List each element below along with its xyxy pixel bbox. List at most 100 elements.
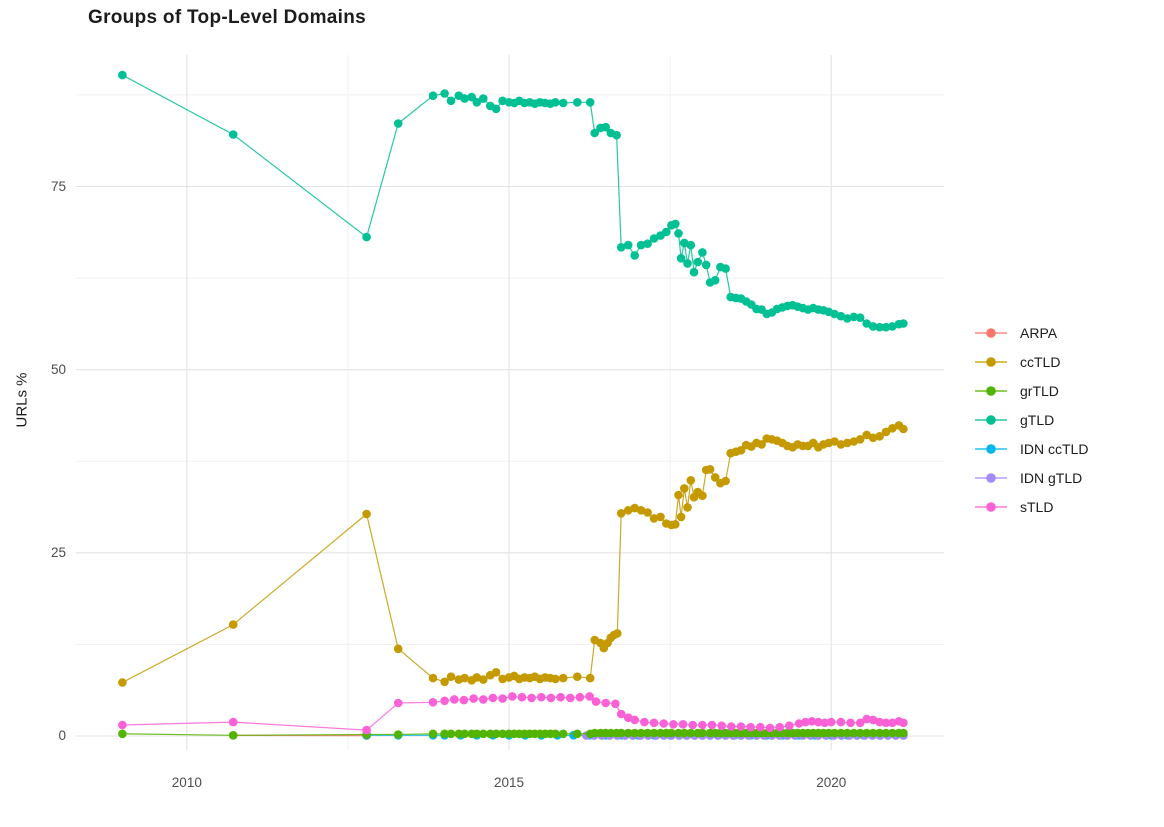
data-point	[785, 721, 794, 730]
data-point	[362, 725, 371, 735]
legend-key-icon	[975, 472, 1007, 483]
legend-label: IDN ccTLD	[1020, 440, 1089, 457]
data-point	[601, 122, 610, 132]
data-point	[881, 728, 891, 738]
data-point	[721, 476, 730, 486]
data-point	[868, 715, 878, 725]
data-point	[558, 673, 568, 683]
data-point	[683, 259, 692, 268]
data-point	[849, 728, 859, 738]
data-point	[479, 695, 488, 704]
data-point	[636, 240, 646, 250]
data-point	[674, 229, 683, 238]
data-point	[590, 128, 599, 138]
data-point	[362, 232, 371, 242]
data-point	[765, 723, 775, 733]
data-point	[228, 130, 238, 139]
data-point	[517, 692, 527, 702]
data-point	[228, 731, 238, 740]
data-point	[794, 719, 804, 728]
legend-label: grTLD	[1020, 382, 1059, 399]
data-point	[643, 508, 652, 517]
data-point	[393, 119, 403, 128]
data-point	[498, 694, 507, 703]
legend-label: IDN gTLD	[1020, 469, 1083, 486]
legend-item-stld: sTLD	[973, 492, 1088, 521]
data-point	[868, 433, 878, 443]
data-point	[881, 718, 891, 728]
legend-item-grtld: grTLD	[973, 376, 1088, 405]
data-point	[814, 717, 823, 727]
legend-key-dot	[986, 414, 996, 425]
data-point	[556, 692, 565, 702]
data-point	[881, 322, 891, 332]
data-point	[585, 673, 595, 683]
data-point	[707, 720, 717, 730]
data-point	[680, 728, 689, 738]
data-point	[537, 692, 546, 702]
data-point	[649, 234, 659, 243]
data-point	[616, 243, 626, 252]
data-point	[460, 673, 469, 683]
data-point	[757, 440, 766, 449]
y-tick-label-0: 0	[58, 728, 66, 743]
data-point	[460, 94, 469, 103]
plot-panel	[76, 55, 944, 755]
data-point	[671, 219, 680, 229]
data-point	[843, 438, 852, 448]
data-point	[612, 130, 621, 140]
data-point	[558, 98, 568, 108]
data-point	[899, 424, 908, 434]
data-point	[736, 446, 746, 455]
data-point	[566, 693, 575, 703]
data-point	[705, 465, 715, 474]
data-point	[775, 722, 784, 732]
data-point	[440, 677, 449, 687]
data-point	[693, 257, 703, 267]
data-point	[855, 718, 865, 728]
data-point	[362, 509, 371, 519]
data-point	[630, 728, 639, 738]
data-point	[862, 714, 871, 724]
legend-key-dot	[986, 443, 996, 454]
legend-key-icon	[975, 501, 1007, 512]
data-point	[855, 435, 865, 444]
data-point	[698, 720, 707, 730]
data-point	[498, 729, 507, 739]
data-point	[846, 718, 855, 728]
data-point	[659, 719, 668, 728]
data-point	[843, 314, 852, 323]
series-grtld	[118, 728, 908, 740]
data-point	[479, 94, 488, 103]
data-point	[868, 728, 878, 738]
legend-item-gtld: gTLD	[973, 405, 1088, 434]
data-point	[616, 509, 626, 518]
data-point	[855, 728, 865, 738]
series-stld	[118, 692, 908, 735]
data-point	[671, 520, 680, 529]
data-point	[899, 319, 908, 328]
data-point	[479, 675, 488, 684]
data-point	[888, 728, 897, 738]
legend-label: sTLD	[1020, 498, 1054, 515]
data-point	[118, 678, 127, 687]
data-point	[613, 629, 622, 638]
data-point	[686, 476, 696, 485]
data-point	[488, 693, 498, 703]
data-point	[674, 490, 683, 500]
data-point	[459, 695, 469, 705]
legend-label: ccTLD	[1020, 353, 1061, 370]
data-point	[508, 692, 517, 701]
data-point	[698, 728, 707, 738]
data-point	[472, 729, 482, 739]
legend-key-icon	[975, 443, 1007, 454]
data-point	[630, 251, 639, 260]
y-tick-label-25: 25	[50, 544, 66, 560]
data-point	[643, 728, 652, 738]
data-point	[558, 729, 568, 739]
data-point	[491, 104, 501, 114]
data-point	[623, 728, 633, 738]
legend: ARPA ccTLD grTLD gTLD IDN ccTLD IDN gTLD sTLD	[973, 318, 1088, 521]
data-point	[888, 424, 897, 433]
